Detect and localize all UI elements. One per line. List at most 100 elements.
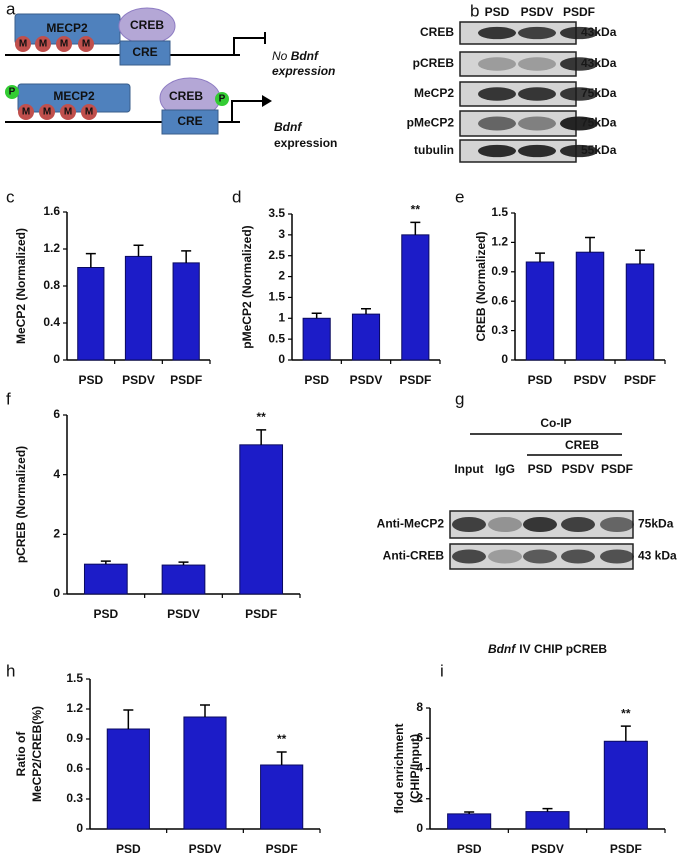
- methyl-text: M: [22, 107, 30, 118]
- error-bar: [100, 560, 111, 565]
- y-tick-label: 1.5: [66, 671, 83, 685]
- x-tick-label: PSDV: [574, 373, 607, 387]
- panel-label: i: [440, 661, 444, 680]
- row-label: Anti-MeCP2: [377, 517, 445, 531]
- error-bar: [464, 811, 475, 814]
- x-tick-label: PSDF: [610, 842, 642, 856]
- ip-label: CREB: [565, 438, 599, 452]
- x-tick-label: PSD: [116, 842, 141, 856]
- x-tick-label: PSDV: [531, 842, 564, 856]
- panel-label: e: [455, 187, 464, 206]
- y-tick-label: 4: [416, 761, 423, 775]
- y-tick-label: 0.9: [66, 731, 83, 745]
- lane-label: PSD: [528, 462, 553, 476]
- band: [560, 26, 598, 40]
- y-tick-label: 4: [53, 467, 60, 481]
- methyl-text: M: [85, 107, 93, 118]
- x-tick-label: PSDF: [266, 842, 298, 856]
- y-tick-label: 2.5: [268, 248, 285, 262]
- band: [600, 549, 634, 564]
- y-tick-label: 1.2: [66, 701, 83, 715]
- methyl: [81, 104, 97, 120]
- y-tick-label: 0: [501, 352, 508, 366]
- lane-label: PSDF: [563, 5, 595, 19]
- methyl: [39, 104, 55, 120]
- y-tick-label: 2: [278, 269, 285, 283]
- y-tick-label: 3.5: [268, 206, 285, 220]
- y-tick-label: 1.2: [43, 241, 60, 255]
- methyl-text: M: [39, 39, 47, 50]
- methyl: [56, 36, 72, 52]
- y-tick-label: 0.9: [491, 264, 508, 278]
- chart-title: Bdnf IV CHIP pCREB: [488, 642, 607, 656]
- y-tick-label: 0: [53, 352, 60, 366]
- panel-label: h: [6, 661, 15, 680]
- promoter: [231, 100, 262, 122]
- cre-text: CRE: [132, 45, 157, 59]
- band: [518, 144, 556, 158]
- y-axis-label: CREB (Normalized): [474, 231, 488, 341]
- y-tick-label: 0: [416, 821, 423, 835]
- y-tick-label: 0.6: [491, 293, 508, 307]
- y-tick-label: 0.8: [43, 278, 60, 292]
- methyl: [60, 104, 76, 120]
- x-tick-label: PSD: [78, 373, 103, 387]
- cre-box: [119, 40, 171, 66]
- y-tick-label: 3: [278, 227, 285, 241]
- methyl: [78, 36, 94, 52]
- y-tick-label: 0.3: [66, 791, 83, 805]
- error-bar: [181, 250, 192, 263]
- creb-text: CREB: [169, 89, 203, 103]
- error-bar: [200, 704, 210, 717]
- y-tick-label: 2: [53, 527, 60, 541]
- creb-text: CREB: [130, 18, 164, 32]
- y-tick-label: 1.5: [268, 290, 285, 304]
- error-bar: [311, 312, 322, 319]
- row-label: tubulin: [414, 143, 454, 157]
- panel-label: g: [455, 389, 464, 408]
- y-tick-label: 0: [76, 821, 83, 835]
- band: [518, 116, 556, 131]
- phospho: [5, 85, 19, 99]
- methyl-groups: M M M M: [15, 36, 94, 52]
- lane-label: PSDV: [521, 5, 554, 19]
- y-tick-label: 1.6: [43, 204, 60, 218]
- diagram-a: a MECP2 CREB M M M M CRE No Bdnf express…: [5, 0, 337, 150]
- bar: [124, 255, 153, 361]
- cre-text: CRE: [177, 114, 202, 128]
- y-tick-label: 6: [53, 407, 60, 421]
- bar: [447, 813, 492, 830]
- chart: 0 0.4 0.8 1.2 1.6 PSD PSDV PSDF MeCP2 (Normalize…: [6, 187, 211, 387]
- band: [600, 516, 634, 533]
- error-bar: [276, 751, 287, 765]
- y-tick-label: 8: [416, 700, 423, 714]
- mecp2-text: MECP2: [46, 21, 88, 35]
- band: [478, 144, 516, 158]
- bar: [239, 444, 284, 595]
- band: [452, 549, 486, 564]
- bar: [161, 564, 206, 595]
- panel-label: c: [6, 187, 15, 206]
- methyl-text: M: [64, 107, 72, 118]
- error-bar: [133, 244, 144, 257]
- methyl-text: M: [19, 39, 27, 50]
- bar: [302, 317, 331, 361]
- methyl: [15, 36, 31, 52]
- y-tick-label: 2: [416, 791, 423, 805]
- band: [523, 549, 557, 564]
- chart: 0 0.5 1 1.5 2 2.5 3 3.5 PSD PSDV PSDF ** pMeCP2 (Nor…: [232, 187, 441, 387]
- phospho: [215, 92, 229, 106]
- mecp2-text: MECP2: [53, 89, 95, 103]
- y-axis-label: (CHIP/Input): [408, 734, 422, 803]
- y-tick-label: 0.5: [268, 331, 285, 345]
- error-bar: [123, 709, 134, 729]
- band: [560, 57, 598, 71]
- y-axis-label: pMeCP2 (Normalized): [240, 225, 254, 348]
- lane-label: IgG: [495, 462, 515, 476]
- methyl-text: M: [43, 107, 51, 118]
- error-bar: [85, 252, 96, 268]
- caption: expression: [272, 64, 335, 78]
- promoter: [233, 37, 265, 55]
- lane-label: Input: [454, 462, 483, 476]
- band: [452, 516, 486, 533]
